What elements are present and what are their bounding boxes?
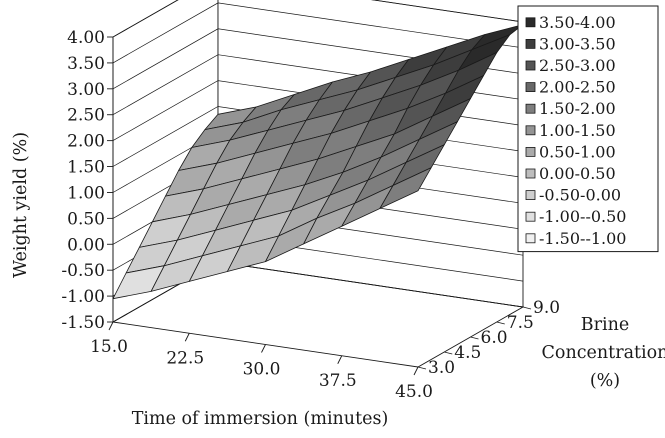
legend-box	[517, 5, 659, 253]
legend-swatch	[525, 103, 536, 114]
z-tick-label: 0.00	[67, 235, 105, 255]
legend-swatch	[525, 190, 536, 201]
z-tick-label: 3.00	[67, 80, 105, 100]
legend-label: -1.50--1.00	[539, 229, 626, 248]
x-tick-0	[108, 321, 114, 331]
legend-label: 0.00-0.50	[539, 164, 616, 183]
z-tick-label: 0.50	[67, 209, 105, 229]
x-tick-2	[261, 344, 266, 353]
y-axis-title-line: Brine	[581, 315, 629, 335]
legend-label: 2.50-3.00	[539, 56, 616, 75]
z-tick-label: 1.00	[67, 183, 105, 203]
z-tick-label: 2.50	[67, 106, 105, 126]
z-tick-label: 2.00	[67, 132, 105, 152]
y-tick-0	[417, 366, 427, 370]
legend-label: 1.00-1.50	[539, 121, 616, 140]
y-tick-label: 4.5	[454, 343, 481, 363]
x-tick-3	[337, 355, 343, 364]
legend-swatch	[525, 146, 536, 157]
x-tick-1	[184, 333, 190, 342]
legend: 3.50-4.00 3.00-3.50 2.50-3.00 2.00-2.50 1.50…	[517, 5, 659, 253]
y-tick-2	[470, 336, 479, 340]
y-tick-label: 3.0	[428, 358, 455, 378]
y-tick-label: 7.5	[507, 313, 534, 333]
legend-label: 1.50-2.00	[539, 99, 616, 118]
x-tick-label: 45.0	[395, 382, 433, 402]
z-tick-label: -0.50	[61, 261, 105, 281]
legend-swatch	[525, 17, 536, 28]
z-tick-label: -1.00	[61, 287, 105, 307]
surface-cell-0-7	[379, 167, 432, 209]
legend-label: 3.00-3.50	[539, 34, 616, 53]
legend-swatch	[525, 39, 536, 49]
y-tick-1	[444, 351, 453, 355]
z-tick-label: -1.50	[61, 313, 105, 333]
z-tick-label: 3.50	[67, 54, 105, 74]
x-tick-label: 15.0	[90, 337, 128, 357]
y-axis-title-line: (%)	[590, 371, 620, 391]
x-tick-label: 22.5	[166, 348, 204, 368]
z-gridline-0	[112, 0, 524, 38]
legend-swatch	[525, 233, 536, 244]
y-tick-3	[496, 321, 505, 325]
y-tick-label: 6.0	[481, 328, 508, 348]
legend-label: 3.50-4.00	[539, 13, 616, 32]
legend-label: -0.50-0.00	[539, 186, 621, 205]
x-axis-title: Time of immersion (minutes)	[132, 409, 389, 429]
legend-label: 0.50-1.00	[539, 142, 616, 161]
surface-mesh	[112, 24, 524, 300]
z-tick-label: 4.00	[67, 28, 105, 48]
legend-swatch	[525, 60, 536, 71]
legend-swatch	[525, 82, 536, 92]
z-tick-label: 1.50	[67, 158, 105, 178]
legend-label: 2.00-2.50	[539, 78, 616, 97]
legend-swatch	[525, 125, 536, 136]
legend-swatch	[525, 168, 536, 179]
x-tick-label: 30.0	[243, 360, 281, 380]
x-tick-4	[413, 366, 419, 376]
y-tick-4	[522, 306, 532, 310]
z-axis-title: Weight yield (%)	[11, 132, 31, 278]
x-tick-label: 37.5	[319, 371, 357, 391]
y-tick-label: 9.0	[533, 298, 560, 318]
axes: 4.003.503.002.502.001.501.000.500.00-0.5…	[11, 28, 665, 429]
z-gridline-1	[112, 2, 524, 64]
legend-label: -1.00--0.50	[539, 207, 626, 226]
legend-swatch	[525, 211, 536, 222]
y-axis-title-line: Concentration	[542, 343, 665, 363]
